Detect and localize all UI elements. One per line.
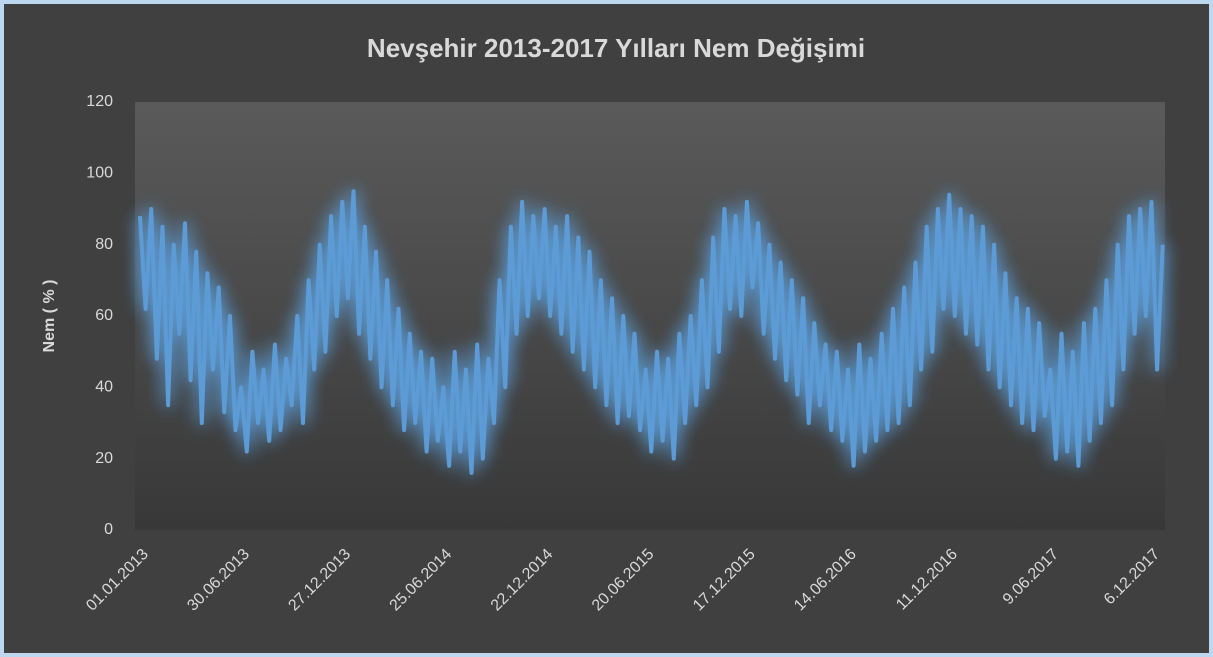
y-tick-label: 0 xyxy=(104,521,113,538)
line-series xyxy=(138,189,1165,475)
y-tick-label: 100 xyxy=(86,165,113,182)
y-tick-label: 20 xyxy=(95,450,113,467)
y-tick-label: 40 xyxy=(95,379,113,396)
chart-title: Nevşehir 2013-2017 Yılları Nem Değişimi xyxy=(367,33,865,63)
y-axis-label: Nem ( % ) xyxy=(41,280,58,353)
y-tick-label: 80 xyxy=(95,236,113,253)
y-tick-label: 120 xyxy=(86,93,113,110)
plot-area xyxy=(135,102,1165,530)
y-tick-label: 60 xyxy=(95,307,113,324)
